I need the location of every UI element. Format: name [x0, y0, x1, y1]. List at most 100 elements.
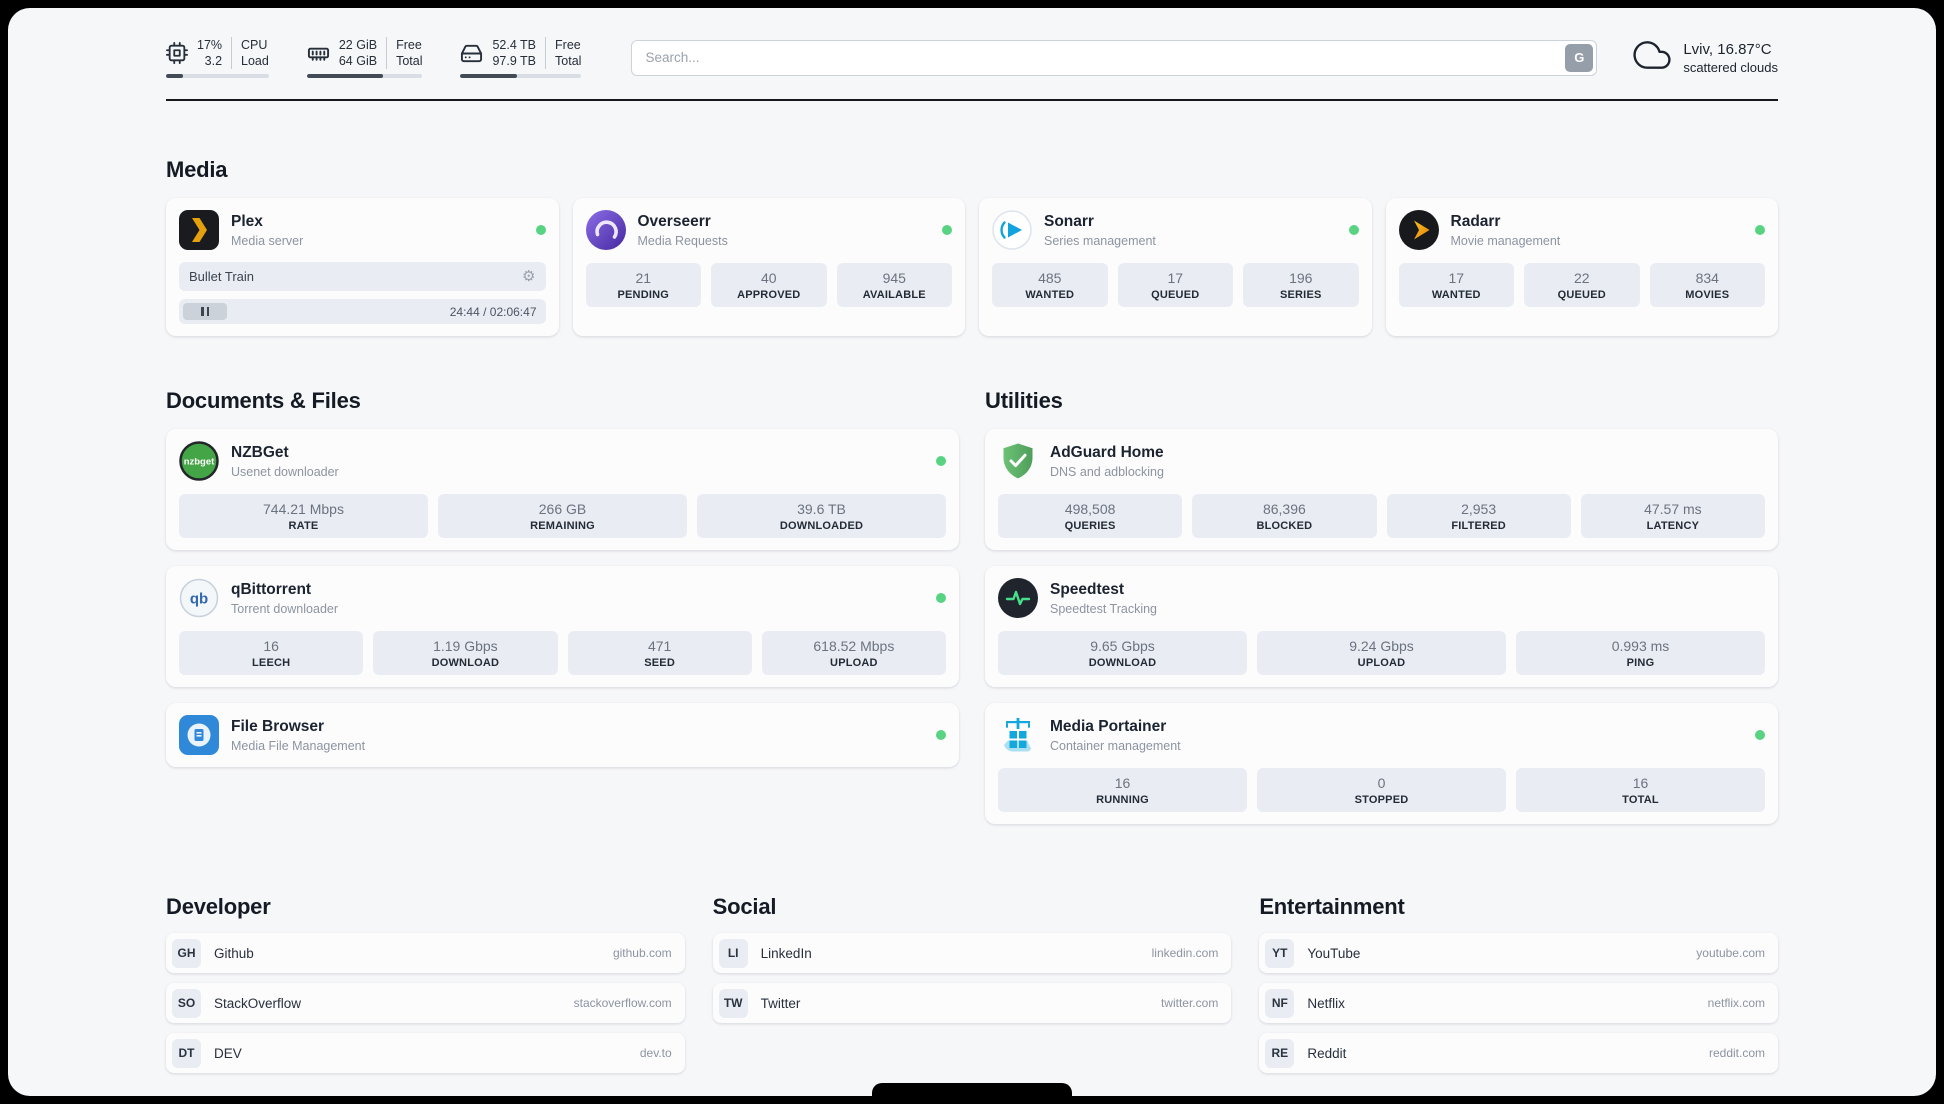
bookmark-twitter[interactable]: TW Twitter twitter.com — [712, 983, 1232, 1023]
status-online-dot — [1755, 225, 1765, 235]
app-card-speedtest[interactable]: Speedtest Speedtest Tracking 9.65 Gbps D… — [985, 566, 1778, 687]
bookmark-abbr: SO — [172, 988, 201, 1018]
bookmark-name: DEV — [214, 1045, 242, 1061]
search-input[interactable] — [631, 39, 1598, 76]
bookmark-name: YouTube — [1307, 945, 1361, 961]
app-name: qBittorrent — [231, 580, 312, 598]
bookmark-url: twitter.com — [1160, 996, 1219, 1010]
app-name: Overseerr — [637, 212, 711, 230]
search-engine-button[interactable]: G — [1565, 43, 1594, 72]
section-title-entertainment: Entertainment — [1259, 894, 1405, 919]
bookmark-reddit[interactable]: RE Reddit reddit.com — [1259, 1033, 1778, 1073]
stat-blocked: 86,396 BLOCKED — [1192, 494, 1377, 538]
section-title-documents: Documents & Files — [166, 388, 361, 413]
ram-free-value: 22 GiB — [338, 37, 378, 52]
status-online-dot — [1755, 730, 1765, 740]
app-card-qbittorrent[interactable]: qb qBittorrent Torrent downloader 16 — [166, 566, 959, 687]
bookmark-name: Twitter — [760, 995, 801, 1011]
app-name: Sonarr — [1044, 212, 1094, 230]
svg-text:nzbget: nzbget — [184, 457, 215, 468]
section-media: Media Plex Media server Bullet — [166, 157, 1778, 336]
disk-label-2: Total — [555, 54, 582, 68]
speedtest-icon — [998, 578, 1038, 618]
stat-wanted: 17 WANTED — [1398, 263, 1514, 307]
stat-total: 16 TOTAL — [1516, 768, 1765, 812]
disk-widget: 52.4 TB 97.9 TB Free Total — [460, 36, 582, 79]
cpu-usage-value: 17% — [197, 37, 223, 52]
cpu-icon — [166, 42, 188, 64]
section-utilities: Utilities AdGuard Home DNS and adblockin… — [985, 388, 1778, 824]
bookmark-name: StackOverflow — [214, 995, 302, 1011]
bookmark-youtube[interactable]: YT YouTube youtube.com — [1259, 933, 1778, 973]
app-desc: Media File Management — [231, 738, 366, 753]
dashboard-page: 17% 3.2 CPU Load 22 GiB — [8, 8, 1936, 1096]
stat-upload: 618.52 Mbps UPLOAD — [761, 631, 946, 675]
bookmark-url: netflix.com — [1707, 996, 1765, 1010]
disk-total-value: 97.9 TB — [492, 54, 537, 68]
pause-button[interactable] — [183, 303, 227, 320]
bookmark-abbr: GH — [172, 938, 201, 968]
stat-series: 196 SERIES — [1243, 263, 1359, 307]
bookmark-url: reddit.com — [1708, 1046, 1765, 1060]
stat-downloaded: 39.6 TB DOWNLOADED — [697, 494, 946, 538]
bookmark-abbr: DT — [172, 1038, 201, 1068]
bookmark-url: github.com — [612, 946, 672, 960]
app-desc: Usenet downloader — [231, 464, 339, 479]
app-card-filebrowser[interactable]: File Browser Media File Management — [166, 703, 959, 767]
app-card-portainer[interactable]: Media Portainer Container management 16 … — [985, 703, 1778, 824]
status-online-dot — [936, 456, 946, 466]
stat-stopped: 0 STOPPED — [1257, 768, 1506, 812]
ram-progress-bar — [306, 74, 423, 79]
search-bar: G — [631, 39, 1598, 76]
bookmark-abbr: YT — [1265, 938, 1295, 968]
disk-icon — [460, 42, 483, 65]
disk-label-1: Free — [555, 37, 581, 52]
app-card-sonarr[interactable]: Sonarr Series management 485 WANTED 17 Q… — [979, 198, 1372, 336]
app-card-adguard[interactable]: AdGuard Home DNS and adblocking 498,508 … — [985, 429, 1778, 550]
bookmark-url: stackoverflow.com — [573, 996, 672, 1010]
bookmark-url: dev.to — [639, 1046, 672, 1060]
bookmark-netflix[interactable]: NF Netflix netflix.com — [1259, 983, 1778, 1023]
stat-queued: 17 QUEUED — [1117, 263, 1233, 307]
bookmark-name: Github — [214, 945, 254, 961]
weather-widget: Lviv, 16.87°C scattered clouds — [1633, 36, 1778, 79]
bookmark-dev[interactable]: DT DEV dev.to — [166, 1033, 685, 1073]
app-card-overseerr[interactable]: Overseerr Media Requests 21 PENDING 40 A… — [572, 198, 965, 336]
stat-queued: 22 QUEUED — [1524, 263, 1640, 307]
stat-approved: 40 APPROVED — [711, 263, 827, 307]
bookmark-name: Reddit — [1307, 1045, 1347, 1061]
cpu-widget: 17% 3.2 CPU Load — [166, 36, 269, 79]
stat-filtered: 2,953 FILTERED — [1386, 494, 1571, 538]
cloud-icon — [1633, 36, 1671, 79]
status-online-dot — [1348, 225, 1359, 235]
disk-progress-bar — [460, 74, 582, 79]
bookmark-stackoverflow[interactable]: SO StackOverflow stackoverflow.com — [166, 983, 685, 1023]
app-card-nzbget[interactable]: nzbget NZBGet Usenet downloader 744.21 M… — [166, 429, 959, 550]
sonarr-icon — [992, 210, 1032, 250]
section-title-utilities: Utilities — [985, 388, 1063, 413]
status-online-dot — [535, 225, 546, 235]
app-card-plex[interactable]: Plex Media server Bullet Train ⚙ 24:44 /… — [166, 198, 559, 336]
playback-progress-bar[interactable]: 24:44 / 02:06:47 — [179, 299, 546, 324]
playback-time: 24:44 / 02:06:47 — [449, 304, 537, 319]
header-divider — [166, 99, 1778, 101]
ram-label-1: Free — [396, 37, 422, 52]
app-desc: Container management — [1050, 738, 1181, 753]
app-name: File Browser — [231, 717, 325, 735]
app-desc: Torrent downloader — [231, 601, 339, 616]
bookmark-linkedin[interactable]: LI LinkedIn linkedin.com — [712, 933, 1232, 973]
adguard-icon — [998, 441, 1038, 481]
app-card-radarr[interactable]: Radarr Movie management 17 WANTED 22 QUE… — [1385, 198, 1778, 336]
top-bar: 17% 3.2 CPU Load 22 GiB — [166, 36, 1778, 79]
stat-wanted: 485 WANTED — [992, 263, 1108, 307]
app-name: Plex — [231, 212, 263, 230]
stat-download: 9.65 Gbps DOWNLOAD — [998, 631, 1247, 675]
bookmark-github[interactable]: GH Github github.com — [166, 933, 685, 973]
bookmark-url: youtube.com — [1696, 946, 1765, 960]
bookmark-name: LinkedIn — [760, 945, 812, 961]
stat-leech: 16 LEECH — [179, 631, 364, 675]
app-desc: Speedtest Tracking — [1050, 601, 1158, 616]
filebrowser-icon — [179, 715, 219, 755]
gear-icon[interactable]: ⚙ — [522, 268, 536, 285]
section-title-social: Social — [712, 894, 777, 919]
